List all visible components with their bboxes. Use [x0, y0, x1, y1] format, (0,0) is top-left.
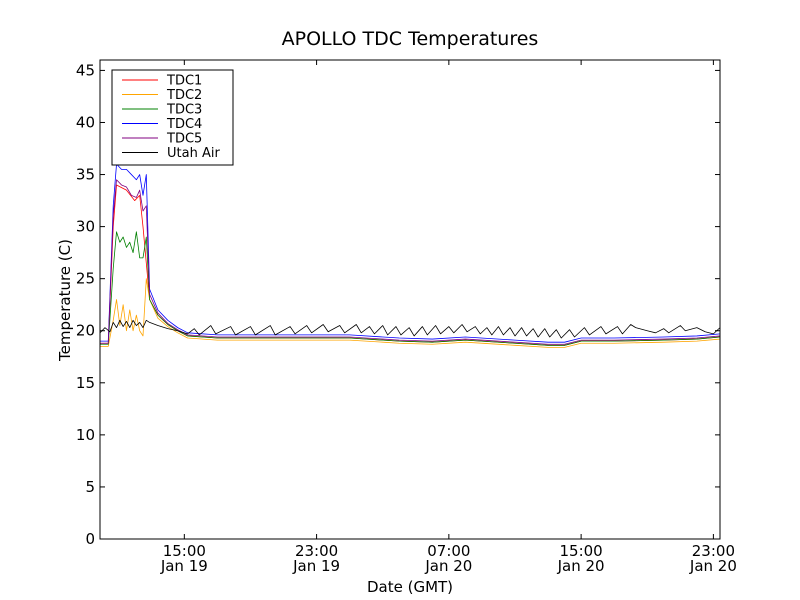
y-tick-label: 35 [76, 166, 95, 184]
y-tick-label: 25 [76, 270, 95, 288]
x-tick-date-label: Jan 20 [557, 557, 605, 575]
y-tick-label: 40 [76, 113, 95, 131]
x-tick-time-label: 07:00 [427, 542, 470, 560]
series-line-tdc3 [100, 231, 721, 346]
chart-title: APOLLO TDC Temperatures [282, 28, 539, 50]
plot-frame [99, 59, 721, 540]
x-tick-date-label: Jan 19 [292, 557, 340, 575]
legend-label: TDC1 [166, 74, 202, 89]
x-tick-time-label: 23:00 [692, 542, 735, 560]
x-axis-label: Date (GMT) [367, 578, 453, 596]
x-tick-time-label: 15:00 [560, 542, 603, 560]
y-tick-label: 45 [76, 61, 95, 79]
x-tick-date-label: Jan 20 [424, 557, 472, 575]
x-tick-date-label: Jan 19 [160, 557, 208, 575]
y-tick-label: 15 [76, 374, 95, 392]
y-tick-label: 30 [76, 218, 95, 236]
x-tick-date-label: Jan 20 [689, 557, 737, 575]
legend-label: Utah Air [167, 146, 220, 161]
series-line-utah-air [99, 319, 721, 339]
series-layer [99, 163, 721, 348]
legend-box [111, 69, 234, 166]
x-tick-time-label: 15:00 [163, 542, 206, 560]
y-tick-label: 10 [76, 426, 95, 444]
series-line-tdc4 [100, 163, 721, 343]
legend-label: TDC2 [166, 88, 202, 103]
legend-label: TDC5 [166, 132, 202, 147]
legend-label: TDC3 [166, 103, 202, 118]
y-tick-label: 20 [76, 322, 95, 340]
legend-label: TDC4 [166, 117, 202, 132]
y-axis-label: Temperature (C) [56, 239, 74, 362]
y-tick-label: 0 [85, 530, 95, 548]
y-tick-label: 5 [85, 478, 95, 496]
x-tick-time-label: 23:00 [295, 542, 338, 560]
